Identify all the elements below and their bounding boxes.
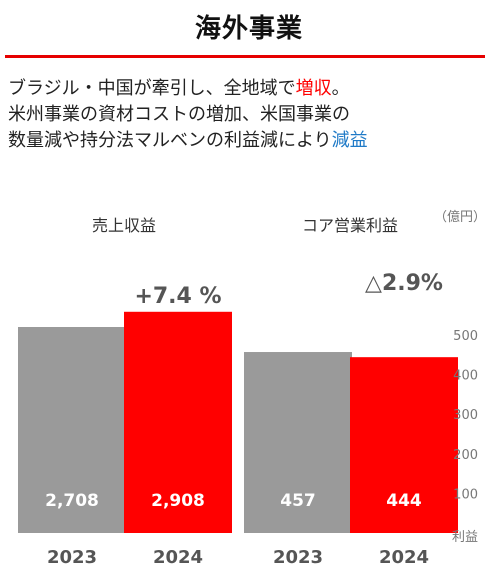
summary-text-segment: 数量減や持分法マルベンの利益減により — [8, 130, 332, 151]
bar-2023 — [244, 352, 352, 533]
summary-highlight: 減益 — [331, 130, 368, 151]
change-label: +7.4 % — [134, 284, 221, 309]
x-tick-label: 2023 — [273, 547, 323, 568]
y-tick-label: 100 — [453, 487, 478, 502]
bar-2023 — [18, 327, 126, 533]
x-tick-label: 2024 — [379, 547, 429, 568]
bar-value-label: 457 — [280, 491, 316, 511]
chart-title: コア営業利益 — [302, 216, 398, 235]
y-tick-label: 200 — [453, 448, 478, 463]
bar-value-label: 444 — [386, 491, 422, 511]
x-tick-label: 2024 — [153, 547, 203, 568]
summary-line: 米州事業の資材コストの増加、米国事業の — [8, 102, 493, 128]
summary-text-segment: 。 — [331, 78, 350, 99]
bar-value-label: 2,908 — [151, 491, 205, 511]
y-tick-label: 300 — [453, 408, 478, 423]
page-title: 海外事業 — [194, 14, 303, 44]
summary-highlight: 増収 — [295, 78, 332, 99]
bar-2024 — [350, 357, 458, 533]
chart-title: 売上収益 — [92, 216, 156, 235]
title-underline — [5, 55, 485, 58]
summary-text-segment: ブラジル・中国が牽引し、全地域で — [8, 78, 296, 99]
y-tick-label: 500 — [453, 329, 478, 344]
summary-line: 数量減や持分法マルベンの利益減により減益 — [8, 128, 493, 154]
summary-text-segment: 米州事業の資材コストの増加、米国事業の — [8, 104, 350, 125]
summary-text: ブラジル・中国が牽引し、全地域で増収。 米州事業の資材コストの増加、米国事業の 数量… — [8, 76, 493, 154]
change-label: △2.9% — [365, 271, 443, 296]
y-tick-label: 400 — [453, 369, 478, 384]
summary-line: ブラジル・中国が牽引し、全地域で増収。 — [8, 76, 493, 102]
x-tick-label: 2023 — [47, 547, 97, 568]
bar-2024 — [124, 311, 232, 533]
axis-unit-label: （億円） — [434, 209, 486, 225]
axis-footer-label: 利益 — [452, 530, 478, 545]
bar-value-label: 2,708 — [45, 491, 99, 511]
